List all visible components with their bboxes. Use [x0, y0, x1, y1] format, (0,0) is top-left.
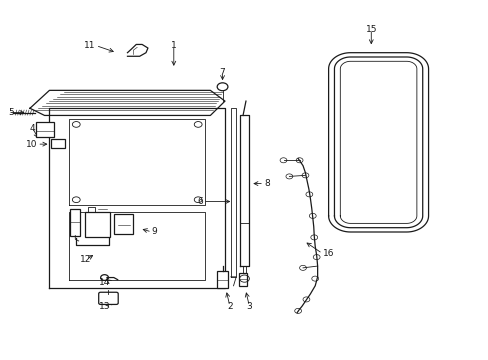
- Text: 2: 2: [226, 302, 232, 311]
- Text: 1: 1: [171, 41, 176, 50]
- FancyBboxPatch shape: [99, 292, 118, 305]
- Bar: [114, 214, 133, 234]
- Text: 12: 12: [80, 255, 92, 264]
- Bar: [70, 209, 80, 235]
- Text: 16: 16: [322, 249, 333, 258]
- Text: 14: 14: [99, 278, 110, 287]
- Text: 6: 6: [197, 197, 203, 206]
- Text: 10: 10: [26, 140, 37, 149]
- Text: 7: 7: [219, 68, 225, 77]
- Text: 13: 13: [99, 302, 110, 311]
- Bar: [36, 122, 54, 137]
- Text: 11: 11: [84, 41, 96, 50]
- Text: 8: 8: [264, 179, 269, 188]
- Bar: [217, 271, 227, 288]
- Text: 4: 4: [29, 123, 35, 132]
- Text: 15: 15: [365, 25, 376, 34]
- Bar: [238, 273, 247, 286]
- Bar: [84, 212, 110, 237]
- Text: 3: 3: [246, 302, 252, 311]
- Bar: [51, 139, 64, 148]
- Text: 9: 9: [152, 228, 157, 237]
- Text: 5: 5: [8, 108, 14, 117]
